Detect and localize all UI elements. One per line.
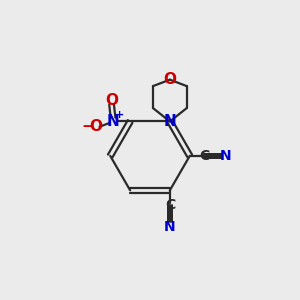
Text: −: − [81, 119, 94, 134]
Text: N: N [107, 114, 119, 129]
Text: O: O [164, 72, 176, 87]
Text: N: N [164, 114, 176, 129]
Text: +: + [115, 110, 124, 120]
Text: N: N [164, 220, 176, 234]
Text: O: O [89, 119, 103, 134]
Text: N: N [220, 149, 232, 163]
Text: O: O [105, 93, 118, 108]
Text: C: C [165, 198, 175, 212]
Text: C: C [199, 149, 210, 163]
